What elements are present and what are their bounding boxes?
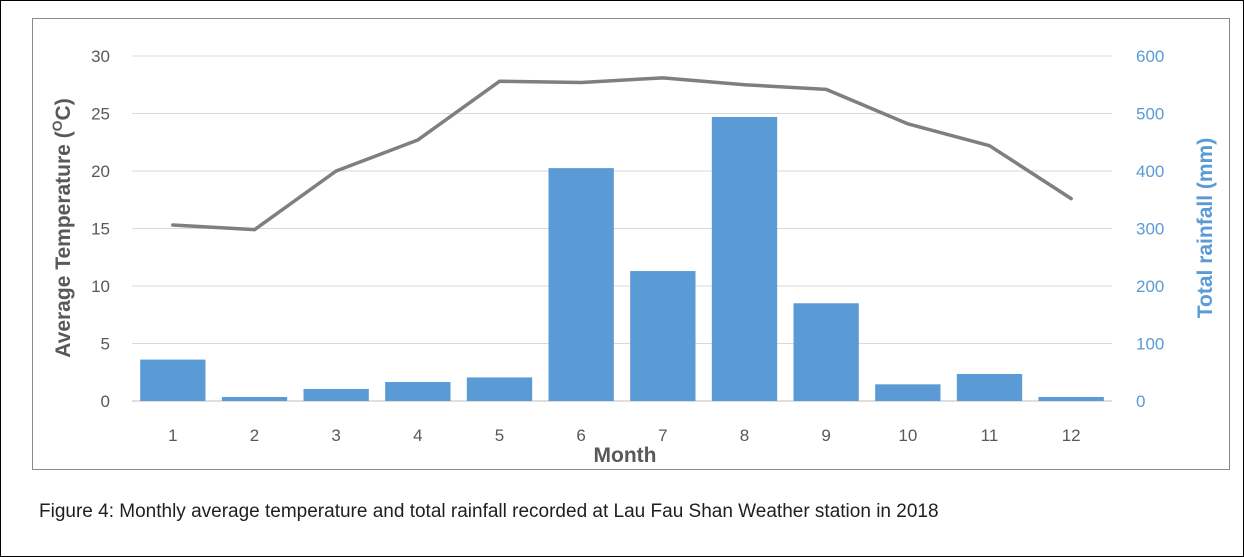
rainfall-bar	[711, 116, 778, 401]
right-tick-label: 400	[1136, 162, 1164, 181]
left-tick-label: 25	[91, 105, 110, 124]
x-tick-label: 2	[250, 426, 259, 445]
right-tick-label: 0	[1136, 392, 1145, 411]
x-tick-label: 8	[740, 426, 749, 445]
rainfall-bar	[466, 377, 533, 401]
x-tick-label: 7	[658, 426, 667, 445]
rainfall-bar	[630, 271, 696, 401]
x-tick-label: 11	[981, 426, 999, 445]
left-tick-label: 30	[91, 47, 110, 66]
left-tick-label: 15	[91, 220, 110, 239]
rainfall-bar	[303, 388, 369, 401]
right-tick-label: 300	[1136, 220, 1164, 239]
rainfall-bar	[956, 373, 1023, 401]
rainfall-bar	[140, 359, 206, 401]
x-tick-label: 10	[898, 426, 917, 445]
x-tick-label: 12	[1062, 426, 1081, 445]
rainfall-bar	[1038, 396, 1104, 401]
x-axis-title: Month	[594, 444, 657, 467]
left-axis-ticks: 0 5 10 15 20 25 30	[91, 47, 110, 411]
gridlines	[132, 55, 1112, 402]
rainfall-bar	[875, 384, 941, 401]
rainfall-bar	[548, 168, 614, 401]
left-tick-label: 5	[101, 335, 110, 354]
x-tick-label: 5	[495, 426, 504, 445]
x-tick-label: 1	[168, 426, 177, 445]
x-tick-label: 9	[821, 426, 830, 445]
rainfall-bar	[221, 396, 288, 401]
right-axis-ticks: 0 100 200 300 400 500 600	[1136, 47, 1164, 411]
left-tick-label: 10	[91, 277, 110, 296]
right-tick-label: 600	[1136, 47, 1164, 66]
rainfall-bar	[385, 382, 451, 401]
chart-area	[32, 18, 1230, 470]
x-tick-label: 4	[413, 426, 422, 445]
rainfall-bar	[793, 303, 859, 401]
right-axis-title: Total rainfall (mm)	[1194, 138, 1217, 318]
temperature-line-group	[171, 76, 1073, 232]
left-tick-label: 0	[101, 392, 110, 411]
left-axis-title: Average Temperature (OC)	[49, 98, 75, 357]
x-tick-label: 6	[576, 426, 585, 445]
x-axis-ticks: 1 2 3 4 5 6 7 8 9 10 11 12	[168, 426, 1081, 445]
rainfall-bars	[140, 116, 1104, 401]
right-tick-label: 200	[1136, 277, 1164, 296]
temperature-line	[171, 76, 1073, 232]
x-tick-label: 3	[331, 426, 340, 445]
figure-caption: Figure 4: Monthly average temperature an…	[39, 501, 939, 522]
right-tick-label: 500	[1136, 105, 1164, 124]
left-tick-label: 20	[91, 162, 110, 181]
right-tick-label: 100	[1136, 335, 1164, 354]
